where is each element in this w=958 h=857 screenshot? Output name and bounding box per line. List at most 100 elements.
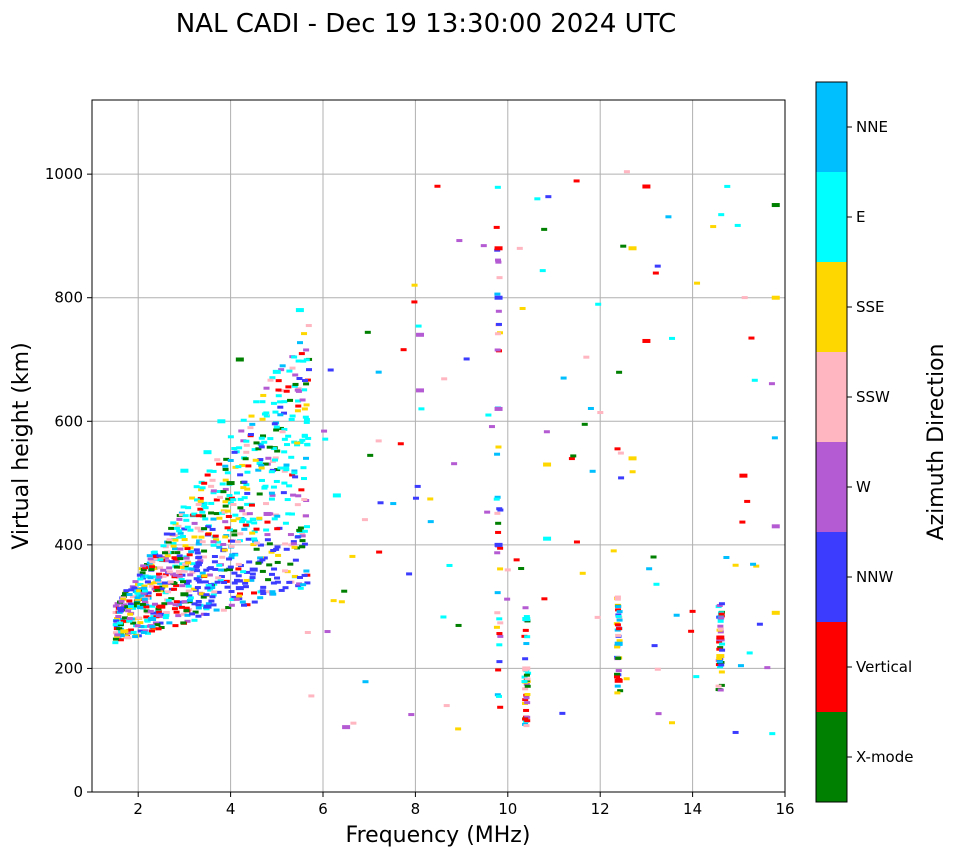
echo-mark [718,213,725,217]
echo-mark [277,400,284,404]
echo-mark [534,197,541,201]
echo-mark [203,568,210,572]
echo-mark [126,619,133,623]
echo-mark [614,684,621,688]
echo-mark [277,413,284,417]
echo-mark [292,475,299,479]
echo-mark [157,581,164,585]
echo-mark [287,398,294,402]
echo-mark [283,389,290,393]
echo-mark [198,592,205,596]
echo-mark [415,324,422,328]
echo-mark [212,534,219,538]
echo-mark [259,589,266,593]
echo-mark [210,469,217,473]
echo-mark [615,608,622,612]
y-tick-label: 200 [54,659,83,677]
echo-mark [218,575,225,579]
echo-mark [280,491,287,495]
echo-mark [521,675,528,679]
echo-mark [545,195,552,199]
echo-mark [144,618,151,622]
echo-mark [693,675,700,679]
colorbar-segment [816,82,847,172]
echo-mark [140,568,147,572]
echo-mark [224,526,231,530]
echo-mark [229,553,236,557]
echo-mark [303,358,310,362]
echo-mark [199,486,206,490]
echo-mark [269,376,276,380]
echo-mark [614,672,621,676]
echo-mark [294,441,301,445]
echo-mark [614,595,621,599]
y-axis-ticks: 0 200 400 600 800 1000 [45,165,92,801]
echo-mark [183,609,190,613]
echo-mark [186,594,193,598]
echo-mark [295,494,302,498]
echo-mark [195,603,202,607]
echo-mark [186,553,193,557]
x-tick-label: 16 [775,800,794,818]
echo-mark [496,276,503,280]
echo-point [249,567,258,572]
echo-mark [717,627,724,631]
echo-mark [157,621,164,625]
echo-mark [362,680,369,684]
echo-mark [718,683,725,687]
echo-mark [244,491,251,495]
echo-mark [746,651,753,655]
colorbar-frame [815,81,848,803]
echo-mark [751,378,758,382]
echo-mark [115,615,122,619]
echo-mark [216,563,223,567]
y-tick-label: 1000 [45,165,83,183]
echo-mark [188,567,195,571]
echo-mark [287,562,294,566]
echo-mark [282,586,289,590]
echo-mark [244,603,251,607]
echo-mark [112,631,119,635]
echo-mark [126,599,133,603]
echo-mark [202,506,209,510]
echo-mark [570,454,577,458]
echo-mark [361,518,368,522]
x-tick-label: 4 [226,800,236,818]
echo-mark [201,527,208,531]
colorbar-segment [816,442,847,532]
echo-mark [154,578,161,582]
echo-mark [156,572,163,576]
echo-mark [152,552,159,556]
echo-mark [494,511,501,515]
echo-mark [216,495,223,499]
echo-mark [239,520,246,524]
echo-mark [414,484,421,488]
echo-mark [226,493,233,497]
echo-mark [221,548,228,552]
echo-mark [239,600,246,604]
echo-mark [209,586,216,590]
echo-point [543,536,552,541]
echo-mark [230,519,237,523]
echo-mark [717,630,724,634]
echo-mark [494,551,501,555]
echo-mark [290,540,297,544]
echo-mark [717,614,724,618]
echo-mark [141,586,148,590]
echo-mark [117,638,124,642]
echo-mark [243,439,250,443]
echo-mark [292,574,299,578]
echo-mark [616,627,623,631]
echo-mark [126,593,133,597]
echo-mark [162,584,169,588]
echo-mark [214,580,221,584]
echo-mark [451,462,458,466]
echo-mark [191,618,198,622]
echo-mark [614,691,621,695]
echo-mark [650,555,657,559]
echo-mark [235,517,242,521]
echo-mark [227,528,234,532]
echo-mark [265,578,272,582]
echo-mark [113,619,120,623]
echo-mark [495,260,502,264]
